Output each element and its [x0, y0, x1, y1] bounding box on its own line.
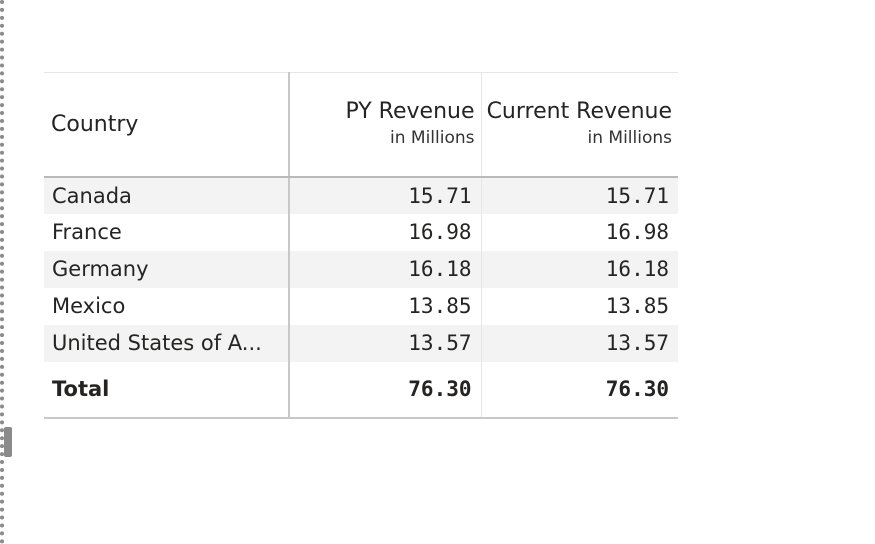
- cell-current-revenue: 13.85: [481, 287, 678, 325]
- cell-current-revenue: 16.18: [481, 250, 678, 288]
- cell-country: France: [44, 213, 290, 251]
- cell-country: Germany: [44, 250, 290, 288]
- cell-current-revenue: 15.71: [481, 176, 678, 214]
- table-row[interactable]: Canada 15.71 15.71: [44, 176, 678, 214]
- total-current-revenue: 76.30: [481, 361, 678, 419]
- total-py-revenue: 76.30: [289, 361, 482, 419]
- column-header-label: PY Revenue: [345, 99, 475, 125]
- table-visual[interactable]: Country PY Revenue in Millions Current R…: [44, 72, 678, 419]
- cell-py-revenue: 13.57: [289, 324, 482, 362]
- column-header-py-revenue[interactable]: PY Revenue in Millions: [289, 72, 482, 178]
- cell-current-revenue: 16.98: [481, 213, 678, 251]
- column-header-country[interactable]: Country: [44, 72, 290, 178]
- table-row[interactable]: United States of A... 13.57 13.57: [44, 324, 678, 362]
- cell-py-revenue: 16.18: [289, 250, 482, 288]
- cell-country: United States of A...: [44, 324, 290, 362]
- visual-selection-border: [0, 0, 4, 544]
- column-header-label: Country: [51, 111, 139, 137]
- column-header-subtitle: in Millions: [390, 128, 475, 149]
- column-header-subtitle: in Millions: [587, 128, 673, 149]
- cell-country: Mexico: [44, 287, 290, 325]
- column-header-current-revenue[interactable]: Current Revenue in Millions: [481, 72, 678, 178]
- table-total-row: Total 76.30 76.30: [44, 361, 678, 419]
- resize-handle[interactable]: [4, 427, 12, 457]
- total-label: Total: [44, 361, 290, 419]
- cell-py-revenue: 13.85: [289, 287, 482, 325]
- table-row[interactable]: Mexico 13.85 13.85: [44, 287, 678, 325]
- cell-py-revenue: 16.98: [289, 213, 482, 251]
- cell-country: Canada: [44, 176, 290, 214]
- table-header-row: Country PY Revenue in Millions Current R…: [44, 72, 678, 178]
- cell-py-revenue: 15.71: [289, 176, 482, 214]
- column-header-label: Current Revenue: [486, 99, 672, 125]
- cell-current-revenue: 13.57: [481, 324, 678, 362]
- table-row[interactable]: France 16.98 16.98: [44, 213, 678, 251]
- table-row[interactable]: Germany 16.18 16.18: [44, 250, 678, 288]
- revenue-table: Country PY Revenue in Millions Current R…: [44, 72, 678, 419]
